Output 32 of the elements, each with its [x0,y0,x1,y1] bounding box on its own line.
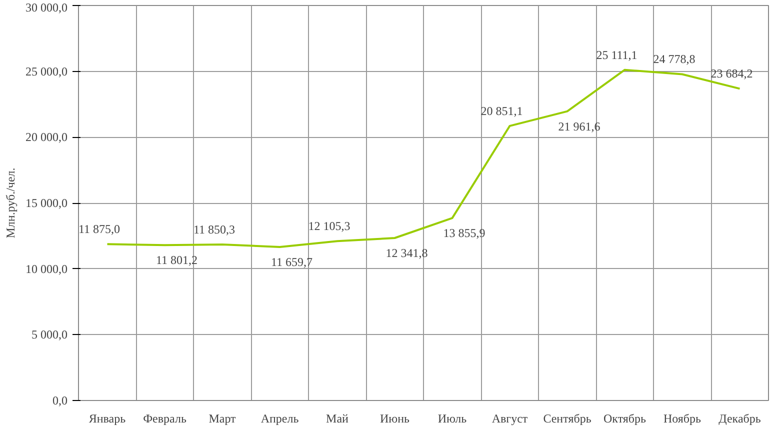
y-tick-label: 25 000,0 [26,64,68,78]
x-tick-label: Апрель [260,412,300,426]
data-label: 21 961,6 [558,119,600,134]
data-label: 12 341,8 [386,246,428,260]
x-tick-label: Март [208,412,237,426]
data-label: 20 851,1 [480,104,523,118]
x-tick-label: Июль [438,412,468,426]
data-label: 11 850,3 [193,222,236,236]
data-label: 11 801,2 [156,253,198,268]
x-tick-label: Декабрь [718,412,762,426]
x-tick-label: Сентябрь [543,412,592,426]
x-tick-label: Февраль [143,412,187,426]
y-tick-label: 15 000,0 [26,196,68,210]
data-label: 11 875,0 [78,222,120,236]
data-label: 25 111,1 [596,48,638,62]
y-tick-label: 10 000,0 [26,262,68,276]
x-tick-label: Ноябрь [663,412,702,426]
x-tick-label: Январь [88,412,126,426]
y-tick-label: 5 000,0 [32,328,68,342]
x-tick-label: Август [492,412,528,426]
x-tick-label: Июнь [380,412,410,426]
data-label: 13 855,9 [443,226,486,240]
data-label: 12 105,3 [308,219,350,234]
data-label: 23 684,2 [710,66,753,81]
y-tick-label: 0,0 [52,394,68,408]
y-tick-label: 30 000,0 [26,0,68,14]
x-tick-label: Май [326,412,350,426]
y-tick-label: 20 000,0 [26,130,68,144]
data-label: 24 778,8 [653,52,696,66]
x-tick-label: Октябрь [603,412,647,426]
data-label: 11 659,7 [270,254,313,269]
y-axis-title: Млн.руб./чел. [4,168,18,238]
